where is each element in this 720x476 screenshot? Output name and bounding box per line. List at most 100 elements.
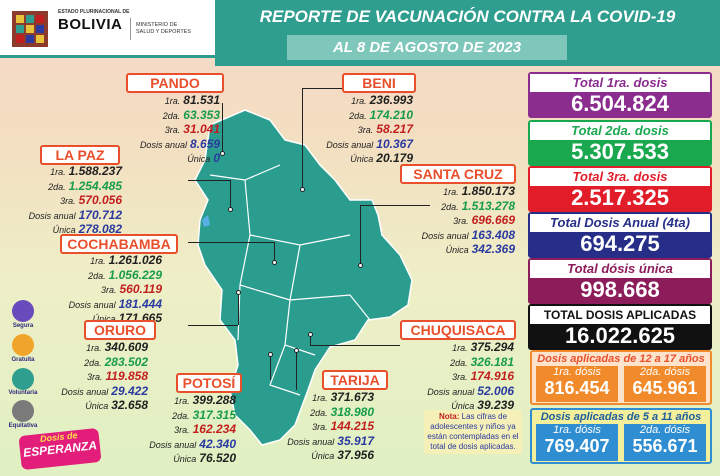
age-12-17-dose2: 2da. dósis 645.961 (624, 366, 706, 402)
age-5-11-dose2-value: 556.671 (632, 436, 698, 456)
total-2da-label: Total 2da. dosis (530, 122, 710, 140)
date-bar (287, 35, 567, 60)
stats-lapaz: 1ra. 1.588.237 2da. 1.254.485 3ra. 570.056 … (28, 164, 122, 236)
stats-tarija: 1ra. 371.673 2da. 318.980 3ra. 144.215 Dosi… (287, 390, 374, 462)
chuquisaca-connector-h (310, 345, 400, 346)
dept-label-oruro: ORURO (84, 320, 156, 340)
dept-label-potosi: POTOSÍ (176, 373, 242, 393)
oruro-dot (236, 290, 241, 295)
cochabamba-dot (272, 260, 277, 265)
page-date: AL 8 DE AGOSTO DE 2023 (332, 39, 522, 56)
total-anual-label: Total Dosis Anual (4ta) (530, 214, 710, 232)
total-unica-label: Total dósis única (530, 260, 710, 278)
stat-row-anual: Dosis anual 8.659 (139, 136, 220, 151)
stats-pando: 1ra. 81.531 2da. 63.353 3ra. 31.041 Dosis a… (120, 94, 220, 167)
total-anual-card (528, 212, 712, 258)
side-label-voluntaria: Voluntaria (8, 390, 38, 396)
age-12-17-dose1-label: 1ra. dósis (553, 366, 601, 378)
dept-label-tarija: TARIJA (322, 370, 388, 390)
santacruz-connector-h (360, 205, 430, 206)
dept-boundaries (209, 164, 371, 396)
dept-label-pando: PANDO (126, 73, 224, 93)
stat-row-d1: 1ra. 81.531 (164, 93, 220, 107)
total-2da-card (528, 120, 712, 166)
cochabamba-connector-h (188, 242, 274, 243)
side-label-gratuita: Gratuita (11, 357, 35, 363)
person-icon (12, 368, 34, 390)
oruro-connector-v (238, 292, 239, 325)
bolivia-map-shape (194, 109, 413, 446)
ministry-line-2: SALUD Y DEPORTES (136, 29, 192, 35)
stat-row-unica: Única 0 (187, 151, 220, 165)
santacruz-dot (358, 263, 363, 268)
stats-cochabamba: 1ra. 1.261.026 2da. 1.056.229 3ra. 560.119 … (68, 253, 162, 325)
beni-connector-h (302, 88, 342, 89)
total-1ra-label: Total 1ra. dosis (530, 74, 710, 92)
total-aplicadas-label: TOTAL DOSIS APLICADAS (530, 306, 710, 324)
dept-label-lapaz: LA PAZ (40, 145, 120, 165)
ministry-line-1: MINISTERIO DE (136, 22, 178, 28)
lake-titicaca-shape (202, 215, 210, 227)
tarija-dot (294, 348, 299, 353)
header-title-area: REPORTE DE VACUNACIÓN CONTRA LA COVID-19… (215, 0, 720, 66)
total-unica-value: 998.668 (530, 278, 710, 302)
age-12-17-dose1: 1ra. dósis 816.454 (536, 366, 618, 402)
total-aplicadas-card (528, 304, 712, 350)
dept-label-cochabamba: COCHABAMBA (60, 234, 178, 254)
age-5-11-dose1-label: 1ra. dósis (553, 424, 601, 436)
age-5-11-title: Dosis aplicadas de 5 a 11 años (540, 411, 702, 423)
note-prefix: Nota: (438, 412, 460, 421)
total-3ra-value: 2.517.325 (530, 186, 710, 210)
page-title: REPORTE DE VACUNACIÓN CONTRA LA COVID-19 (259, 7, 676, 26)
gift-icon (12, 334, 34, 356)
chuquisaca-connector-v (310, 335, 311, 345)
dept-label-beni: BENI (342, 73, 416, 93)
age-5-11-dose1: 1ra. dósis 769.407 (536, 424, 618, 461)
oruro-connector-h (188, 325, 238, 326)
stats-chuquisaca: 1ra. 375.294 2da. 326.181 3ra. 174.916 Dosi… (427, 340, 514, 412)
note-box: Nota: Las cifras de adolescentes y niños… (424, 410, 522, 454)
header-logo-area: ESTADO PLURINACIONAL DE BOLIVIA MINISTER… (0, 0, 215, 58)
note-text: Las cifras de adolescentes y niños ya es… (427, 412, 519, 451)
total-1ra-value: 6.504.824 (530, 92, 710, 116)
side-label-equitativa: Equitativa (8, 423, 38, 429)
gov-small-text: ESTADO PLURINACIONAL DE (58, 9, 130, 15)
total-unica-card (528, 258, 712, 304)
age-5-11-dose1-value: 769.407 (544, 436, 610, 456)
age-5-11-dose2: 2da. dósis 556.671 (624, 424, 706, 461)
total-anual-value: 694.275 (530, 232, 710, 256)
santacruz-connector-v (360, 205, 361, 265)
ministry-text: MINISTERIO DE SALUD Y DEPORTES (136, 22, 211, 36)
scale-icon (12, 400, 34, 422)
stats-potosi: 1ra. 399.288 2da. 317.315 3ra. 162.234 Dosi… (149, 393, 236, 465)
total-aplicadas-value: 16.022.625 (530, 324, 710, 348)
total-1ra-card (528, 72, 712, 118)
pando-connector (222, 103, 223, 153)
side-label-segura: Segura (12, 323, 34, 329)
age-12-17-dose2-label: 2da. dósis (639, 366, 691, 378)
stat-row-d2: 2da. 63.353 (162, 107, 220, 122)
stats-oruro: 1ra. 340.609 2da. 283.502 3ra. 119.858 Dosi… (61, 340, 148, 412)
pando-dot (220, 151, 225, 156)
age-5-11-dose2-label: 2da. dósis (639, 424, 691, 436)
age-12-17-dose2-value: 645.961 (632, 378, 698, 398)
cochabamba-connector-v (274, 242, 275, 262)
age-12-17-title: Dosis aplicadas de 12 a 17 años (537, 353, 705, 365)
coat-of-arms-icon (12, 11, 48, 47)
lapaz-connector-v (230, 180, 231, 210)
tarija-connector (296, 350, 297, 390)
age-12-17-dose1-value: 816.454 (544, 378, 610, 398)
total-3ra-label: Total 3ra. dosis (530, 168, 710, 186)
stat-row-d3: 3ra. 31.041 (164, 122, 220, 136)
stats-beni: 1ra. 236.993 2da. 174.210 3ra. 58.217 Dosis… (326, 93, 413, 165)
potosi-connector (270, 355, 271, 380)
total-3ra-card (528, 166, 712, 212)
shield-icon (12, 300, 34, 322)
esperanza-logo: Dosis de ESPERANZA (18, 427, 102, 471)
total-2da-value: 5.307.533 (530, 140, 710, 164)
beni-dot (300, 187, 305, 192)
chuquisaca-dot (308, 332, 313, 337)
lapaz-connector-h (188, 180, 230, 181)
dept-label-santacruz: SANTA CRUZ (400, 164, 516, 184)
gov-big-text: BOLIVIA (58, 16, 123, 33)
